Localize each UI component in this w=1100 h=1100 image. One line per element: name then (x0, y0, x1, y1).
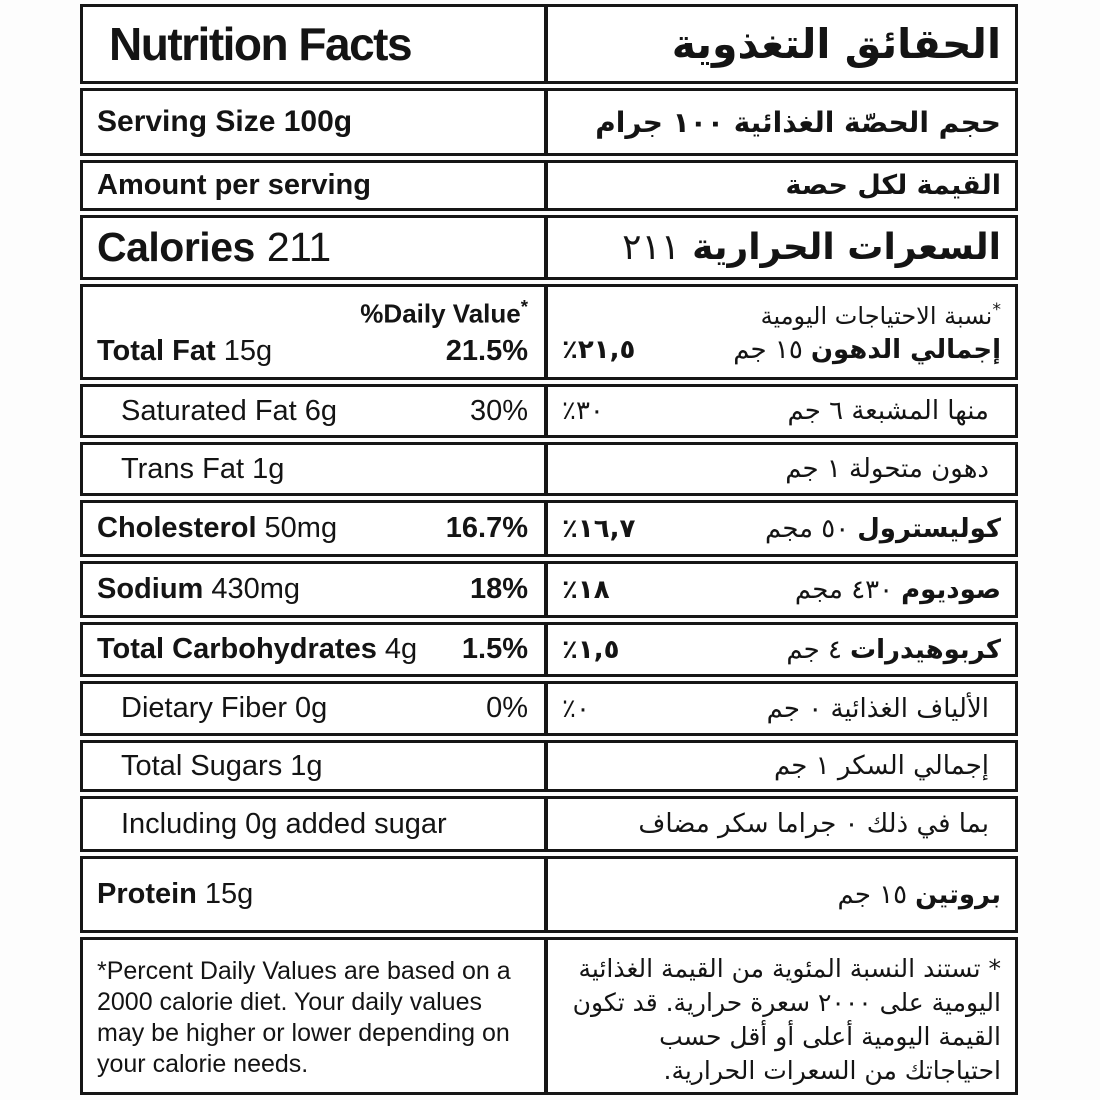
added-sugar-label-en: Including 0g added sugar (121, 807, 447, 840)
total-fat-amount-ar: ١٥ جم (733, 334, 803, 365)
saturated-fat-dv-ar: ٪٣٠ (562, 396, 604, 426)
carbs-amount-en: 4g (384, 633, 418, 665)
fiber-dv-en: 0% (486, 692, 528, 724)
footnote-row: *Percent Daily Values are based on a 200… (80, 937, 1018, 1095)
calories-value-ar: ٢١١ (622, 227, 681, 268)
calories-en: Calories 211 (83, 218, 548, 277)
footnote-en: *Percent Daily Values are based on a 200… (83, 940, 548, 1092)
calories-value-en: 211 (266, 224, 331, 270)
sodium-dv-ar: ٪١٨ (562, 574, 610, 605)
title-en: Nutrition Facts (83, 7, 548, 81)
amount-per-serving-row: Amount per serving القيمة لكل حصة (80, 160, 1018, 211)
total-fat-dv-en: 21.5% (445, 334, 528, 367)
footnote-ar: * تستند النسبة المئوية من القيمة الغذائي… (572, 954, 1001, 1085)
trans-fat-label-ar: دهون متحولة ١ جم (785, 454, 989, 484)
added-sugar-row: Including 0g added sugar بما في ذلك ٠ جر… (80, 796, 1018, 852)
cholesterol-label-en: Cholesterol (97, 512, 257, 544)
calories-row: Calories 211 السعرات الحرارية ٢١١ (80, 215, 1018, 280)
fiber-dv-ar: ٪٠ (562, 693, 590, 724)
serving-size-en: Serving Size 100g (83, 91, 548, 153)
total-fat-label-en: Total Fat (97, 334, 216, 367)
protein-label-ar: بروتين (915, 879, 1001, 910)
total-fat-label-ar: إجمالي الدهون (810, 334, 1001, 365)
total-sugars-row: Total Sugars 1g إجمالي السكر ١ جم (80, 740, 1018, 792)
total-fat-amount-en: 15g (223, 334, 273, 367)
protein-row: Protein 15g بروتين١٥ جم (80, 856, 1018, 933)
asterisk: * (992, 299, 1001, 320)
saturated-fat-label-en: Saturated Fat 6g (121, 394, 338, 427)
saturated-fat-row: Saturated Fat 6g 30% ٪٣٠ منها المشبعة ٦ … (80, 384, 1018, 438)
carbs-label-ar: كربوهيدرات (849, 634, 1001, 665)
calories-label-ar: السعرات الحرارية (692, 227, 1001, 268)
protein-label-en: Protein (97, 878, 197, 910)
carbs-label-en: Total Carbohydrates (97, 633, 377, 665)
sugars-label-ar: إجمالي السكر ١ جم (773, 751, 989, 781)
carbs-amount-ar: ٤ جم (786, 634, 842, 665)
daily-value-header-ar: *نسبة الاحتياجات اليومية (760, 299, 1001, 330)
sodium-amount-en: 430mg (211, 573, 301, 605)
serving-size-ar: حجم الحصّة الغذائية ١٠٠ جرام (595, 105, 1001, 139)
saturated-fat-label-ar: منها المشبعة ٦ جم (787, 396, 989, 426)
cholesterol-label-ar: كوليسترول (857, 513, 1001, 544)
amount-per-serving-ar: القيمة لكل حصة (785, 170, 1002, 201)
sodium-label-ar: صوديوم (901, 574, 1001, 605)
calories-label-en: Calories (97, 224, 255, 270)
calories-ar: السعرات الحرارية ٢١١ (548, 218, 1015, 277)
sodium-dv-en: 18% (469, 573, 528, 605)
daily-value-total-fat-row: %Daily Value* Total Fat 15g 21.5% *نسبة ا… (80, 284, 1018, 380)
added-sugar-label-ar: بما في ذلك ٠ جراما سكر مضاف (638, 809, 989, 839)
protein-amount-ar: ١٥ جم (837, 879, 908, 910)
cholesterol-dv-en: 16.7% (445, 512, 528, 544)
sodium-amount-ar: ٤٣٠ مجم (794, 574, 894, 605)
cholesterol-amount-ar: ٥٠ مجم (765, 513, 850, 544)
fiber-label-ar: الألياف الغذائية ٠ جم (766, 693, 989, 724)
title-row: Nutrition Facts الحقائق التغذوية (80, 4, 1018, 84)
sodium-row: Sodium 430mg 18% ٪١٨ صوديوم٤٣٠ مجم (80, 561, 1018, 618)
trans-fat-label-en: Trans Fat 1g (121, 452, 285, 485)
cholesterol-dv-ar: ٪١٦,٧ (562, 513, 636, 544)
sodium-label-en: Sodium (97, 573, 204, 605)
trans-fat-row: Trans Fat 1g دهون متحولة ١ جم (80, 442, 1018, 496)
protein-amount-en: 15g (204, 878, 254, 910)
daily-value-total-fat-en: %Daily Value* Total Fat 15g 21.5% (83, 287, 548, 377)
nutrition-facts-label: Nutrition Facts الحقائق التغذوية Serving… (80, 4, 1018, 1099)
dietary-fiber-row: Dietary Fiber 0g 0% ٪٠ الألياف الغذائية … (80, 681, 1018, 736)
total-fat-dv-ar: ٪٢١,٥ (562, 334, 636, 365)
daily-value-header-en: %Daily Value* (360, 296, 528, 329)
serving-size-row: Serving Size 100g حجم الحصّة الغذائية ١٠… (80, 88, 1018, 156)
fiber-label-en: Dietary Fiber 0g (121, 692, 328, 724)
sugars-label-en: Total Sugars 1g (121, 749, 323, 782)
cholesterol-row: Cholesterol 50mg 16.7% ٪١٦,٧ كوليسترول٥٠ … (80, 500, 1018, 557)
saturated-fat-dv-en: 30% (469, 394, 528, 427)
carbs-dv-en: 1.5% (461, 633, 528, 665)
asterisk: * (520, 296, 528, 318)
daily-value-total-fat-ar: *نسبة الاحتياجات اليومية ٪٢١,٥ إجمالي ال… (548, 287, 1015, 377)
total-carbohydrates-row: Total Carbohydrates 4g 1.5% ٪١,٥ كربوهيدر… (80, 622, 1018, 677)
cholesterol-amount-en: 50mg (264, 512, 338, 544)
carbs-dv-ar: ٪١,٥ (562, 634, 620, 665)
title-ar: الحقائق التغذوية (671, 20, 1001, 68)
amount-per-serving-en: Amount per serving (83, 163, 548, 208)
